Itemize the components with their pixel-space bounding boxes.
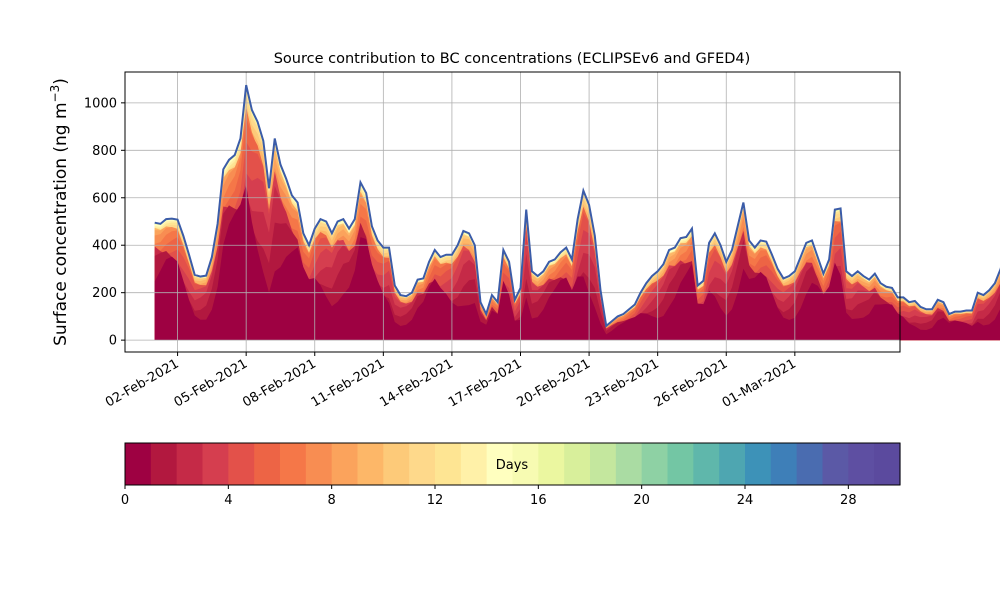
colorbar-segment [435,443,462,485]
colorbar-tick-label: 16 [530,493,547,508]
plot-frame [124,71,901,353]
colorbar-segment [125,443,152,485]
colorbar-ticks: 0 4 8 12 16 20 24 28 [121,485,857,508]
colorbar-segment [331,443,359,485]
colorbar-tick-label: 8 [328,493,336,508]
x-tick-label: 20-Feb-2021 [515,356,594,410]
y-tick-label: 200 [92,286,117,301]
colorbar-segment [280,443,307,485]
colorbar-segment [538,443,565,485]
colorbar-segment [796,443,824,485]
colorbar-frame [124,442,901,486]
x-tick-label: 23-Feb-2021 [583,356,662,410]
colorbar-label: Days [496,458,529,473]
plot-area [124,71,1000,353]
colorbar-segments [125,443,901,485]
y-axis: 0 200 400 600 800 1000 [84,96,125,349]
colorbar-tick-label: 28 [840,493,857,508]
colorbar-segment [150,443,178,485]
colorbar-segment [409,443,436,485]
colorbar-segment [822,443,849,485]
colorbar-segment [615,443,643,485]
colorbar-segment [848,443,875,485]
y-tick-label: 800 [92,144,117,159]
x-tick-label: 05-Feb-2021 [172,356,251,410]
colorbar-tick-label: 20 [633,493,650,508]
colorbar-segment [202,443,229,485]
colorbar-segment [745,443,772,485]
colorbar-segment [667,443,694,485]
colorbar: Days 0 4 8 12 16 20 24 28 [121,442,901,508]
colorbar-tick-label: 0 [121,493,129,508]
x-tick-label: 02-Feb-2021 [103,356,182,410]
colorbar-segment [590,443,617,485]
colorbar-segment [719,443,746,485]
colorbar-segment [693,443,720,485]
colorbar-tick-label: 4 [224,493,232,508]
grid-lines [125,72,900,352]
colorbar-segment [874,443,901,485]
colorbar-segment [357,443,384,485]
colorbar-segment [176,443,204,485]
y-tick-label: 600 [92,191,117,206]
colorbar-segment [486,443,514,485]
area-layer-day-0 [154,184,1000,341]
colorbar-segment [641,443,669,485]
colorbar-segment [383,443,410,485]
x-tick-label: 11-Feb-2021 [309,356,388,410]
colorbar-segment [254,443,281,485]
area-series-group [154,85,1000,341]
total-concentration-line [154,84,1000,328]
colorbar-segment [460,443,488,485]
colorbar-segment [512,443,539,485]
x-tick-label: 26-Feb-2021 [652,356,731,410]
x-tick-label: 01-Mar-2021 [720,356,799,410]
x-tick-label: 14-Feb-2021 [377,356,456,410]
chart-title: Source contribution to BC concentrations… [274,51,751,67]
y-tick-label: 400 [92,239,117,254]
y-tick-label: 1000 [84,96,117,111]
colorbar-segment [770,443,798,485]
colorbar-tick-label: 24 [737,493,754,508]
colorbar-segment [305,443,333,485]
colorbar-segment [564,443,591,485]
x-tick-label: 08-Feb-2021 [240,356,319,410]
y-axis-label: Surface concentration (ng m−3) [48,78,71,346]
x-axis: 02-Feb-202105-Feb-202108-Feb-202111-Feb-… [103,352,799,411]
y-tick-label: 0 [109,334,117,349]
x-tick-label: 17-Feb-2021 [446,356,525,410]
colorbar-segment [228,443,255,485]
colorbar-tick-label: 12 [427,493,444,508]
